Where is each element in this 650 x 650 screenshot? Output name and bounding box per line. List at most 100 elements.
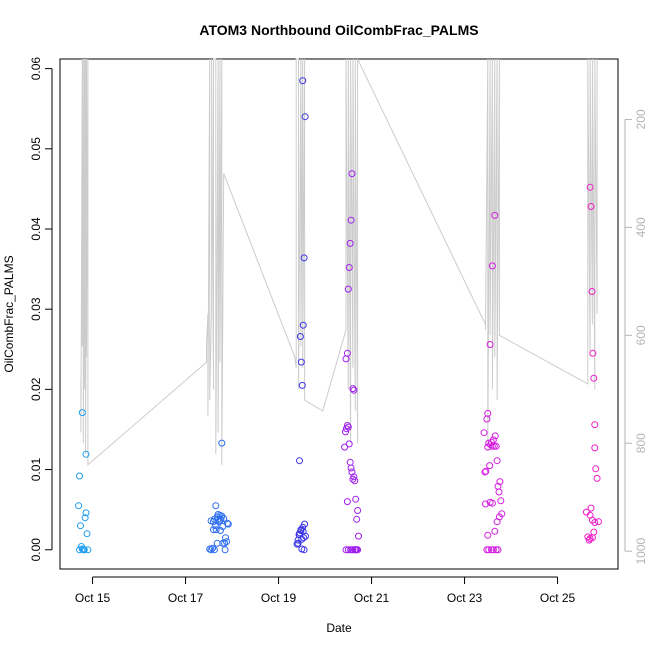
data-point xyxy=(300,254,308,262)
data-point xyxy=(495,513,503,521)
series-9 xyxy=(484,211,499,417)
data-point xyxy=(591,519,599,526)
data-point xyxy=(300,534,308,542)
data-point xyxy=(209,544,216,552)
data-point xyxy=(591,421,599,429)
right-tick-label: 200 xyxy=(634,109,648,129)
data-point xyxy=(301,113,309,121)
data-point xyxy=(593,474,601,482)
data-point xyxy=(82,509,90,517)
points-layer xyxy=(75,77,602,554)
data-point xyxy=(489,546,497,554)
data-point xyxy=(216,511,224,519)
data-point xyxy=(213,539,221,547)
data-point xyxy=(348,546,356,554)
data-point xyxy=(486,341,494,348)
data-point xyxy=(348,468,356,476)
data-point xyxy=(296,457,303,465)
x-tick-label: Oct 21 xyxy=(354,591,390,605)
data-point xyxy=(586,183,594,191)
data-point xyxy=(483,415,491,423)
y-tick-label: 0.02 xyxy=(29,377,43,401)
data-point xyxy=(75,502,83,510)
data-point xyxy=(493,457,501,465)
data-point xyxy=(345,440,353,448)
profile-line-layer xyxy=(80,58,598,466)
series-3 xyxy=(218,439,226,447)
data-point xyxy=(491,432,499,440)
series-1 xyxy=(78,409,86,417)
y-tick-label: 0.01 xyxy=(29,458,43,482)
data-point xyxy=(484,409,492,417)
data-point xyxy=(211,522,219,530)
data-point xyxy=(81,514,89,522)
data-point xyxy=(347,216,355,224)
data-point xyxy=(223,519,231,527)
data-point xyxy=(488,262,496,270)
data-point xyxy=(217,515,225,523)
data-point xyxy=(495,488,503,496)
data-point xyxy=(294,536,302,544)
data-point xyxy=(300,546,308,554)
data-point xyxy=(218,439,226,447)
data-point xyxy=(481,468,489,476)
data-point xyxy=(587,504,595,512)
data-point xyxy=(345,264,353,271)
data-point xyxy=(480,429,488,437)
data-point xyxy=(349,385,357,393)
data-point xyxy=(496,478,504,486)
data-point xyxy=(352,495,360,503)
data-point xyxy=(346,458,354,466)
data-point xyxy=(588,534,596,542)
data-point xyxy=(497,497,505,505)
data-point xyxy=(588,288,596,295)
data-point xyxy=(352,546,360,554)
data-point xyxy=(298,381,306,389)
data-point xyxy=(586,511,594,519)
data-point xyxy=(299,527,307,535)
data-point xyxy=(591,444,599,452)
y-tick-label: 0.04 xyxy=(29,217,43,241)
data-point xyxy=(592,465,600,473)
data-point xyxy=(350,473,358,481)
data-point xyxy=(488,442,496,450)
data-point xyxy=(590,528,598,536)
data-point xyxy=(482,500,489,508)
data-point xyxy=(492,442,500,450)
y-axis: 0.00 0.01 0.02 0.03 0.04 0.05 0.06 xyxy=(29,57,53,561)
right-tick-label: 800 xyxy=(634,433,648,453)
pressure-profile-line xyxy=(80,58,598,466)
y-axis-label: OilCombFrac_PALMS xyxy=(2,255,16,372)
data-point xyxy=(354,507,362,514)
data-point xyxy=(210,526,217,534)
data-point xyxy=(347,464,355,472)
data-point xyxy=(296,333,304,340)
x-axis: Oct 15 Oct 17 Oct 19 Oct 21 Oct 23 Oct 25 xyxy=(75,576,576,605)
data-point xyxy=(344,285,352,293)
data-point xyxy=(212,526,220,534)
data-point xyxy=(83,530,91,538)
data-point xyxy=(216,527,224,534)
right-tick-label: 600 xyxy=(634,325,648,345)
data-point xyxy=(351,477,359,485)
x-tick-label: Oct 15 xyxy=(75,591,111,605)
y-tick-label: 0.06 xyxy=(29,57,43,81)
data-point xyxy=(595,518,602,526)
data-point xyxy=(485,546,493,554)
data-point xyxy=(80,546,88,554)
data-point xyxy=(299,77,307,85)
series-10 xyxy=(582,421,602,544)
data-point xyxy=(221,546,229,554)
data-point xyxy=(589,349,597,357)
data-point xyxy=(348,170,356,178)
plot-frame xyxy=(59,58,619,570)
data-point xyxy=(491,527,499,535)
data-point xyxy=(494,546,502,554)
data-point xyxy=(212,502,220,510)
x-tick-label: Oct 17 xyxy=(168,591,204,605)
data-point xyxy=(489,436,497,444)
data-point xyxy=(590,374,598,382)
data-point xyxy=(206,545,214,553)
data-point xyxy=(346,239,354,247)
data-point xyxy=(294,539,302,547)
